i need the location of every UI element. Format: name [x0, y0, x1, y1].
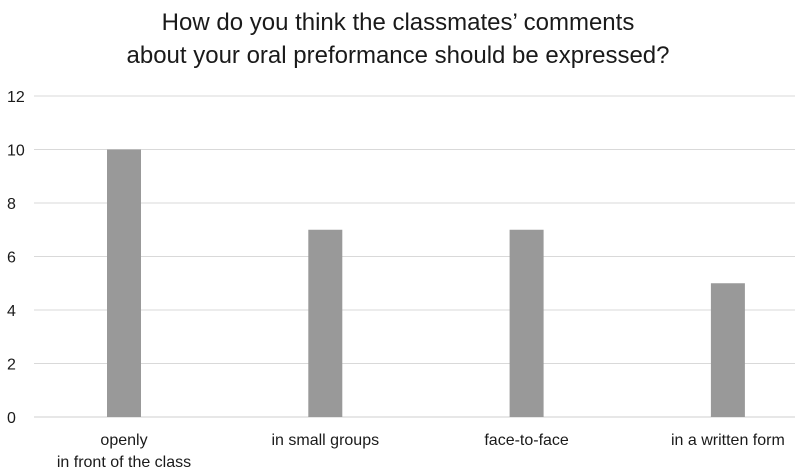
x-category-label: face-to-face: [484, 432, 569, 449]
x-category-label: openly: [100, 432, 147, 449]
x-category-label: in front of the class: [57, 454, 191, 471]
y-tick-label: 4: [7, 303, 16, 320]
x-category-label: in small groups: [271, 432, 379, 449]
y-tick-label: 8: [7, 196, 16, 213]
chart-title-line-1: How do you think the classmates’ comment…: [162, 9, 635, 36]
y-tick-label: 6: [7, 250, 16, 267]
gridlines: [34, 95, 795, 418]
x-axis-category-labels: openly in front of the class in small grou…: [57, 432, 785, 471]
x-category-label: in a written form: [671, 432, 785, 449]
chart-title-line-2: about your oral preformance should be ex…: [127, 42, 670, 69]
bar: [710, 283, 745, 417]
y-axis-tick-labels: 0 2 4 6 8 10 12: [7, 89, 25, 427]
y-tick-label: 2: [7, 357, 16, 374]
bar: [509, 229, 544, 417]
bar: [107, 149, 141, 417]
bars: [107, 149, 745, 417]
y-tick-label: 10: [7, 143, 25, 160]
bar: [308, 229, 343, 417]
chart-title: How do you think the classmates’ comment…: [127, 9, 670, 69]
y-tick-label: 0: [7, 410, 16, 427]
y-tick-label: 12: [7, 89, 25, 106]
